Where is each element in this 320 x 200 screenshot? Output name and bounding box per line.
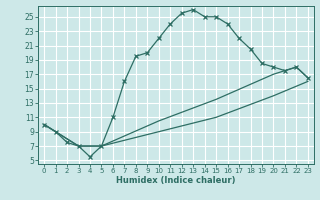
X-axis label: Humidex (Indice chaleur): Humidex (Indice chaleur) [116, 176, 236, 185]
